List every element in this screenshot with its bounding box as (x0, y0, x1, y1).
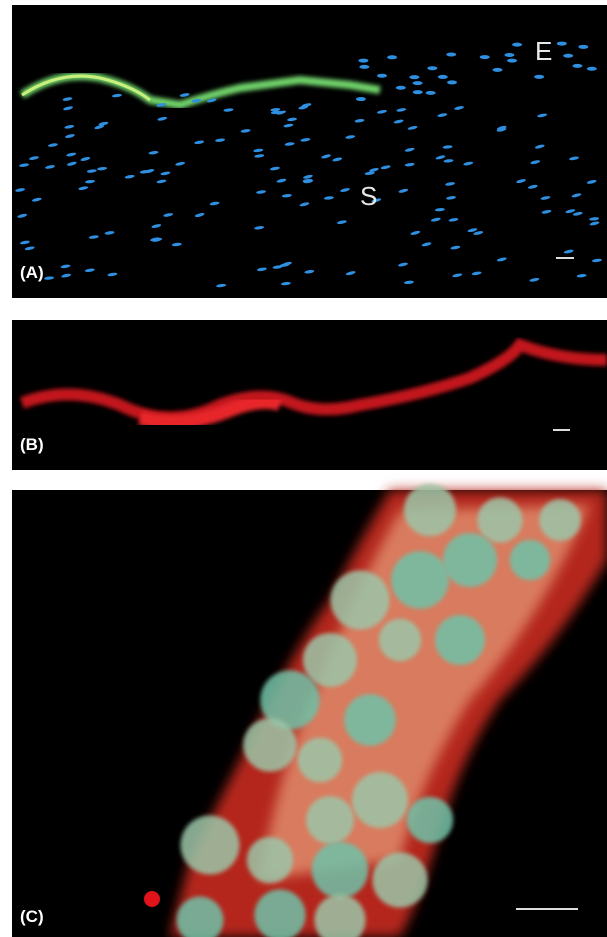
figure: E S (A) (B) (C) (0, 0, 607, 937)
panel-label: (A) (20, 263, 44, 282)
nucleus (427, 66, 437, 70)
nucleus (480, 55, 490, 59)
nucleus (391, 551, 449, 609)
panel-c: (C) (12, 484, 607, 937)
nucleus (587, 67, 597, 71)
nucleus (492, 68, 502, 72)
nucleus (396, 86, 406, 90)
nucleus (298, 738, 343, 783)
nucleus (377, 74, 387, 78)
nucleus (510, 540, 551, 581)
nucleus (303, 633, 357, 687)
nucleus (426, 91, 436, 95)
nucleus (358, 59, 368, 63)
nucleus (243, 718, 296, 771)
cell (144, 891, 160, 907)
panel-label: (C) (20, 907, 44, 926)
nucleus (477, 497, 522, 542)
nucleus (352, 772, 408, 828)
nucleus (413, 81, 423, 85)
nucleus (446, 52, 456, 56)
nucleus (407, 797, 453, 843)
nucleus (387, 55, 397, 59)
nucleus (563, 54, 573, 58)
nucleus (409, 75, 419, 79)
nucleus (557, 42, 567, 46)
nucleus (438, 75, 448, 79)
nucleus (372, 852, 427, 907)
panel-label: (B) (20, 435, 44, 454)
nucleus (306, 796, 354, 844)
nucleus (181, 816, 240, 875)
panel-a: E S (A) (12, 5, 607, 298)
nucleus (578, 45, 588, 49)
nucleus (534, 75, 544, 79)
nucleus (504, 53, 514, 57)
nucleus (539, 499, 581, 541)
nucleus (359, 65, 369, 69)
nucleus (312, 842, 369, 899)
nucleus (447, 80, 457, 84)
annotation: S (360, 181, 377, 211)
nucleus (443, 533, 497, 587)
nucleus (247, 837, 293, 883)
nucleus (379, 619, 422, 662)
nucleus (413, 90, 423, 94)
panel-b: (B) (12, 320, 607, 470)
nucleus (344, 694, 396, 746)
nucleus (572, 64, 582, 68)
nucleus (435, 615, 485, 665)
panel-background (12, 5, 607, 298)
nucleus (404, 484, 456, 536)
nucleus (356, 97, 366, 101)
annotation: E (535, 36, 552, 66)
nucleus (331, 571, 390, 630)
nucleus (512, 43, 522, 47)
nucleus (507, 59, 517, 63)
